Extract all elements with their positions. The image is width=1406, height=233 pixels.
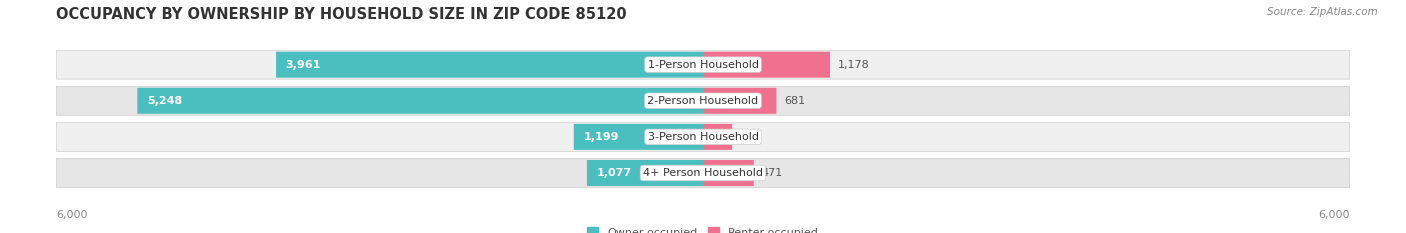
Text: 471: 471 bbox=[762, 168, 783, 178]
FancyBboxPatch shape bbox=[276, 52, 703, 78]
Text: 6,000: 6,000 bbox=[56, 210, 87, 220]
Text: 1,178: 1,178 bbox=[838, 60, 869, 70]
FancyBboxPatch shape bbox=[56, 50, 1350, 79]
FancyBboxPatch shape bbox=[703, 52, 830, 78]
Text: 4+ Person Household: 4+ Person Household bbox=[643, 168, 763, 178]
Legend: Owner-occupied, Renter-occupied: Owner-occupied, Renter-occupied bbox=[582, 223, 824, 233]
FancyBboxPatch shape bbox=[56, 158, 1350, 187]
Text: 1-Person Household: 1-Person Household bbox=[648, 60, 758, 70]
FancyBboxPatch shape bbox=[586, 160, 703, 186]
Text: 2-Person Household: 2-Person Household bbox=[647, 96, 759, 106]
FancyBboxPatch shape bbox=[703, 160, 754, 186]
FancyBboxPatch shape bbox=[703, 124, 733, 150]
FancyBboxPatch shape bbox=[703, 88, 776, 114]
Text: 5,248: 5,248 bbox=[148, 96, 183, 106]
Text: 681: 681 bbox=[785, 96, 806, 106]
Text: 6,000: 6,000 bbox=[1319, 210, 1350, 220]
FancyBboxPatch shape bbox=[574, 124, 703, 150]
FancyBboxPatch shape bbox=[56, 123, 1350, 151]
Text: Source: ZipAtlas.com: Source: ZipAtlas.com bbox=[1267, 7, 1378, 17]
Text: 270: 270 bbox=[740, 132, 761, 142]
Text: 3,961: 3,961 bbox=[285, 60, 321, 70]
Text: 3-Person Household: 3-Person Household bbox=[648, 132, 758, 142]
FancyBboxPatch shape bbox=[138, 88, 703, 114]
Text: 1,199: 1,199 bbox=[583, 132, 619, 142]
Text: OCCUPANCY BY OWNERSHIP BY HOUSEHOLD SIZE IN ZIP CODE 85120: OCCUPANCY BY OWNERSHIP BY HOUSEHOLD SIZE… bbox=[56, 7, 627, 22]
Text: 1,077: 1,077 bbox=[596, 168, 631, 178]
FancyBboxPatch shape bbox=[56, 86, 1350, 115]
